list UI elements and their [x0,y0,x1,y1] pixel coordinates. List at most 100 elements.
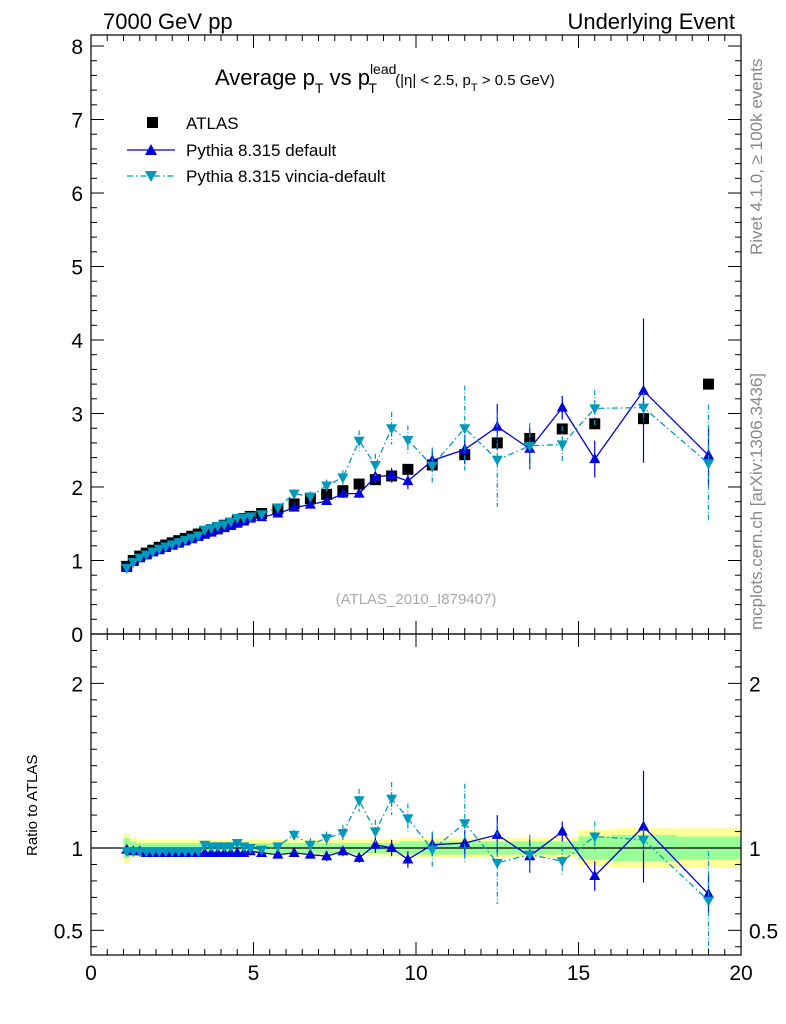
chart-title: Average pT vs plead T (|η| < 2.5, pT > 0.… [215,61,555,96]
pythia-vincia-point [556,440,568,451]
pythia-vincia-point [205,524,217,535]
y-tick-label: 7 [71,110,83,133]
ratio-axes: 0.5 0.51 12 20 5 10 15 20 [54,633,778,985]
pythia-default-point [703,449,714,460]
pythia-vincia-point [218,520,230,531]
legend: ATLAS Pythia 8.315 default Pythia 8.315 … [127,114,386,186]
pythia-vincia-point [304,492,316,503]
ratio-y-tick-label: 1 [71,838,83,861]
legend-default-label: Pythia 8.315 default [186,141,337,160]
pythia-vincia-point [192,531,204,542]
pythia-vincia-point [244,512,256,523]
pythia-vincia-line [126,406,709,569]
y-tick-label: 4 [71,330,83,353]
ratio-vincia-point [272,842,284,853]
pythia-vincia-point [426,461,438,472]
pythia-vincia-point [140,550,152,561]
ratio-default-point [272,848,284,859]
atlas-data-point [402,463,414,475]
y-tick-label: 2 [71,477,83,500]
pythia-vincia-point [199,525,211,536]
ratio-default-point [321,850,333,861]
pythia-vincia-point [173,538,185,549]
pythia-vincia-point [402,435,414,446]
x-tick-label: 5 [248,962,260,985]
ratio-default-point [638,820,649,831]
pythia-vincia-point [288,489,300,500]
pythia-vincia-point [256,510,268,521]
mcplots-source-label: mcplots.cern.ch [arXiv:1306.3436] [747,373,766,630]
ratio-panel: 0.5 0.51 12 20 5 10 15 20 Ratio to ATLAS [24,633,778,985]
pythia-vincia-point [179,535,191,546]
pythia-vincia-point [353,436,365,447]
ratio-default-point [369,838,381,849]
y-tick-label: 5 [71,257,83,280]
ratio-vincia-point [386,794,398,805]
ratio-vincia-point [192,847,204,858]
pythia-vincia-point [238,513,250,524]
ratio-axis-label: Ratio to ATLAS [24,755,41,856]
ratio-vincia-point [524,850,536,861]
pythia-vincia-point [127,557,139,568]
y-tick-label: 1 [71,551,83,574]
pythia-default-point [402,475,414,486]
ratio-vincia-point [231,839,243,850]
ratio-y-tick-label-right: 2 [749,673,761,696]
y-tick-label: 8 [71,36,83,59]
ratio-vincia-point [556,857,568,868]
ratio-vincia-point [638,835,649,846]
atlas-data-point [321,488,333,500]
legend-vincia-marker [145,171,157,182]
pythia-vincia-point [703,459,714,470]
ratio-default-point [556,825,568,836]
pythia-vincia-point [166,540,178,551]
pythia-vincia-point [186,533,198,544]
ratio-y-tick-label-right: 0.5 [749,920,778,943]
ratio-vincia-point [256,845,268,856]
ratio-default-point [288,846,300,857]
ratio-vincia-point [288,830,300,841]
pythia-default-point [589,453,601,464]
ratio-y-tick-label-right: 1 [749,838,761,861]
pythia-vincia-point [369,460,381,471]
ratio-default-point [402,853,414,864]
pythia-vincia-point [524,441,536,452]
legend-atlas-label: ATLAS [186,114,239,133]
atlas-data-point [353,478,365,490]
pythia-vincia-point [491,455,503,466]
y-tick-label: 6 [71,183,83,206]
header-right: Underlying Event [567,9,735,34]
pythia-vincia-point [212,521,224,532]
atlas-data-point [703,378,714,390]
ratio-plot-marks [91,770,741,951]
pythia-default-point [288,501,300,512]
pythia-default-point [337,487,349,498]
x-tick-label: 10 [404,962,427,985]
pythia-vincia-point [160,542,172,553]
ratio-vincia-point [426,845,438,856]
pythia-default-point [353,487,365,498]
ratio-vincia-point [491,858,503,869]
y-tick-label: 3 [71,404,83,427]
ratio-default-point [386,842,398,852]
legend-vincia-label: Pythia 8.315 vincia-default [186,167,386,186]
pythia-vincia-point [589,404,601,415]
pythia-default-line [126,389,709,568]
pythia-vincia-point [121,563,133,574]
ratio-default-point [353,851,365,862]
pythia-vincia-point [153,544,165,555]
pythia-vincia-point [337,473,349,484]
ratio-y-tick-label: 2 [71,673,83,696]
pythia-default-point [321,494,333,505]
rivet-version-label: Rivet 4.1.0, ≥ 100k events [747,59,766,255]
ratio-vincia-point [304,840,316,851]
x-tick-label: 0 [85,962,97,985]
pythia-vincia-point [147,547,159,558]
pythia-default-point [304,498,316,509]
main-plot-marks [121,318,714,574]
pythia-vincia-point [225,517,237,528]
pythia-vincia-point [272,503,284,514]
x-tick-label: 15 [567,962,590,985]
ratio-default-point [304,848,316,859]
